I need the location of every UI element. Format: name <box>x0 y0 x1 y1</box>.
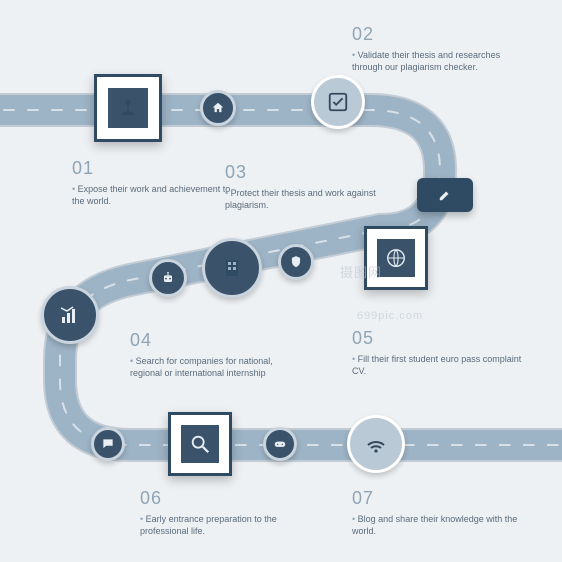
step-number: 06 <box>140 488 310 509</box>
step-number: 05 <box>352 328 522 349</box>
node-robot <box>149 259 187 297</box>
node-n4 <box>202 238 262 298</box>
step-text: Protect their thesis and work against pl… <box>225 187 395 211</box>
node-n2 <box>311 75 365 129</box>
node-n7 <box>347 415 405 473</box>
node-shield <box>278 244 314 280</box>
step-05: 05 Fill their first student euro pass com… <box>352 328 522 377</box>
step-03: 03 Protect their thesis and work against … <box>225 162 395 211</box>
step-02: 02 Validate their thesis and researches t… <box>352 24 522 73</box>
node-home <box>200 90 236 126</box>
step-number: 03 <box>225 162 395 183</box>
step-number: 04 <box>130 330 300 351</box>
node-n6 <box>168 412 232 476</box>
step-number: 01 <box>72 158 242 179</box>
node-n5 <box>364 226 428 290</box>
node-pad <box>263 427 297 461</box>
step-text: Blog and share their knowledge with the … <box>352 513 522 537</box>
step-01: 01 Expose their work and achievement to t… <box>72 158 242 207</box>
node-n3 <box>417 178 473 212</box>
step-text: Early entrance preparation to the profes… <box>140 513 310 537</box>
step-text: Search for companies for national, regio… <box>130 355 300 379</box>
step-04: 04 Search for companies for national, reg… <box>130 330 300 379</box>
infographic-roadmap: 01 Expose their work and achievement to t… <box>0 0 562 562</box>
step-text: Validate their thesis and researches thr… <box>352 49 522 73</box>
node-n1 <box>94 74 162 142</box>
road-svg <box>0 0 562 562</box>
step-07: 07 Blog and share their knowledge with th… <box>352 488 522 537</box>
node-bars <box>41 286 99 344</box>
step-06: 06 Early entrance preparation to the prof… <box>140 488 310 537</box>
step-number: 07 <box>352 488 522 509</box>
step-text: Expose their work and achievement to the… <box>72 183 242 207</box>
node-chat <box>91 427 125 461</box>
step-text: Fill their first student euro pass compl… <box>352 353 522 377</box>
step-number: 02 <box>352 24 522 45</box>
